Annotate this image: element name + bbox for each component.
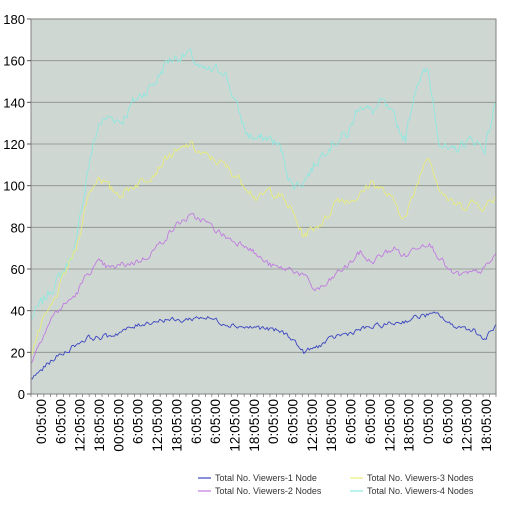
x-tick-label: 18:05:00: [402, 399, 417, 452]
x-tick-label: 6:05:00: [440, 399, 455, 444]
x-tick-label: 6:05:00: [189, 399, 204, 444]
y-tick-label: 180: [3, 12, 25, 27]
x-tick-label: 6:05:00: [344, 399, 359, 444]
series-lines: [30, 48, 497, 380]
legend-label: Total No. Viewers-1 Node: [215, 473, 317, 483]
legend-label: Total No. Viewers-2 Nodes: [215, 486, 322, 496]
x-tick-label: 12:05:00: [150, 399, 165, 452]
y-tick-label: 80: [11, 220, 25, 235]
x-tick-label: 6:05:00: [53, 399, 68, 444]
x-tick-label: 12:05:00: [73, 399, 88, 452]
legend-label: Total No. Viewers-3 Nodes: [367, 473, 474, 483]
x-tick-label: 12:05:00: [305, 399, 320, 452]
x-tick-label: 0:05:00: [34, 399, 49, 444]
series-line: [30, 213, 497, 364]
x-axis-ticks: 0:05:00 6:05:00 12:05:00 18:05:00 00:05:00 6:…: [30, 394, 497, 452]
y-tick-label: 0: [18, 387, 25, 402]
x-tick-label: 18:05:00: [247, 399, 262, 452]
x-tick-label: 0:05:00: [421, 399, 436, 444]
x-tick-label: 12:05:00: [227, 399, 242, 452]
x-tick-label: 18:05:00: [169, 399, 184, 452]
plot-background: [31, 19, 496, 394]
y-tick-label: 120: [3, 137, 25, 152]
x-tick-label: 18:05:00: [92, 399, 107, 452]
y-tick-label: 100: [3, 179, 25, 194]
x-tick-label: 6:05:00: [363, 399, 378, 444]
series-line: [30, 311, 497, 380]
legend-label: Total No. Viewers-4 Nodes: [367, 486, 474, 496]
series-line: [30, 140, 497, 355]
x-tick-label: 0:05:00: [266, 399, 281, 444]
series-line: [30, 48, 497, 319]
y-tick-label: 20: [11, 345, 25, 360]
y-tick-label: 60: [11, 262, 25, 277]
x-tick-label: 12:05:00: [382, 399, 397, 452]
x-tick-label: 6:05:00: [286, 399, 301, 444]
x-tick-label: 12:05:00: [460, 399, 475, 452]
x-tick-label: 6:05:00: [208, 399, 223, 444]
x-tick-label: 18:05:00: [324, 399, 339, 452]
x-tick-label: 18:05:00: [479, 399, 494, 452]
x-tick-label: 00:05:00: [111, 399, 126, 452]
legend: Total No. Viewers-1 Node Total No. Viewer…: [198, 473, 474, 496]
y-axis-ticks: 0 20 40 60 80 100 120 140 160 180: [3, 12, 31, 402]
x-tick-label: 6:05:00: [131, 399, 146, 444]
y-tick-label: 140: [3, 95, 25, 110]
y-tick-label: 40: [11, 304, 25, 319]
y-tick-label: 160: [3, 54, 25, 69]
